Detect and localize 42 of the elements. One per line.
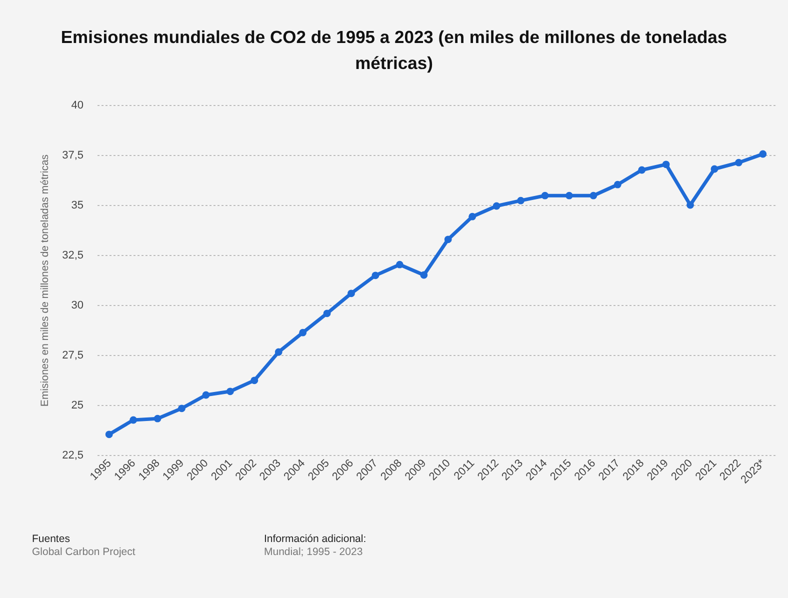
point	[299, 328, 307, 336]
point	[323, 310, 331, 318]
point	[565, 192, 573, 200]
y-tick-label: 35	[71, 200, 84, 212]
point	[348, 290, 355, 298]
point	[468, 212, 476, 220]
y-tick-label: 32,5	[62, 250, 84, 262]
text: Fuentes	[32, 533, 71, 546]
point	[274, 348, 282, 356]
y-tick-label: 37,5	[62, 150, 84, 162]
point	[492, 202, 500, 210]
point	[372, 272, 380, 280]
point	[734, 158, 742, 166]
point	[662, 160, 670, 168]
point	[614, 180, 622, 188]
point	[226, 388, 234, 396]
point	[759, 150, 767, 158]
point	[444, 236, 452, 244]
point	[130, 416, 138, 424]
text: Global Carbon Project	[32, 546, 136, 559]
point	[202, 391, 210, 399]
text: Mundial; 1995 - 2023	[264, 546, 364, 559]
point	[105, 430, 113, 438]
point	[710, 165, 718, 173]
point	[178, 404, 186, 412]
y-tick-label: 30	[71, 300, 84, 312]
y-axis-title: Emisiones en miles de millones de toneladas métricas	[39, 154, 52, 407]
y-tick-label: 25	[71, 400, 84, 412]
point	[686, 201, 694, 209]
point	[250, 376, 258, 384]
y-tick-label: 27,5	[62, 350, 84, 362]
y-tick-label: 22,5	[62, 450, 84, 462]
point	[541, 192, 549, 200]
text: Información adicional:	[264, 533, 366, 546]
point	[154, 414, 162, 422]
point	[638, 166, 646, 174]
point	[517, 196, 524, 204]
point	[420, 271, 428, 279]
y-tick-label: 40	[71, 100, 84, 112]
point	[396, 260, 404, 268]
chart-title: Emisiones mundiales de CO2 de 1995 a 2023 (en miles de millones de toneladas métricas)	[60, 26, 728, 75]
point	[590, 192, 598, 200]
